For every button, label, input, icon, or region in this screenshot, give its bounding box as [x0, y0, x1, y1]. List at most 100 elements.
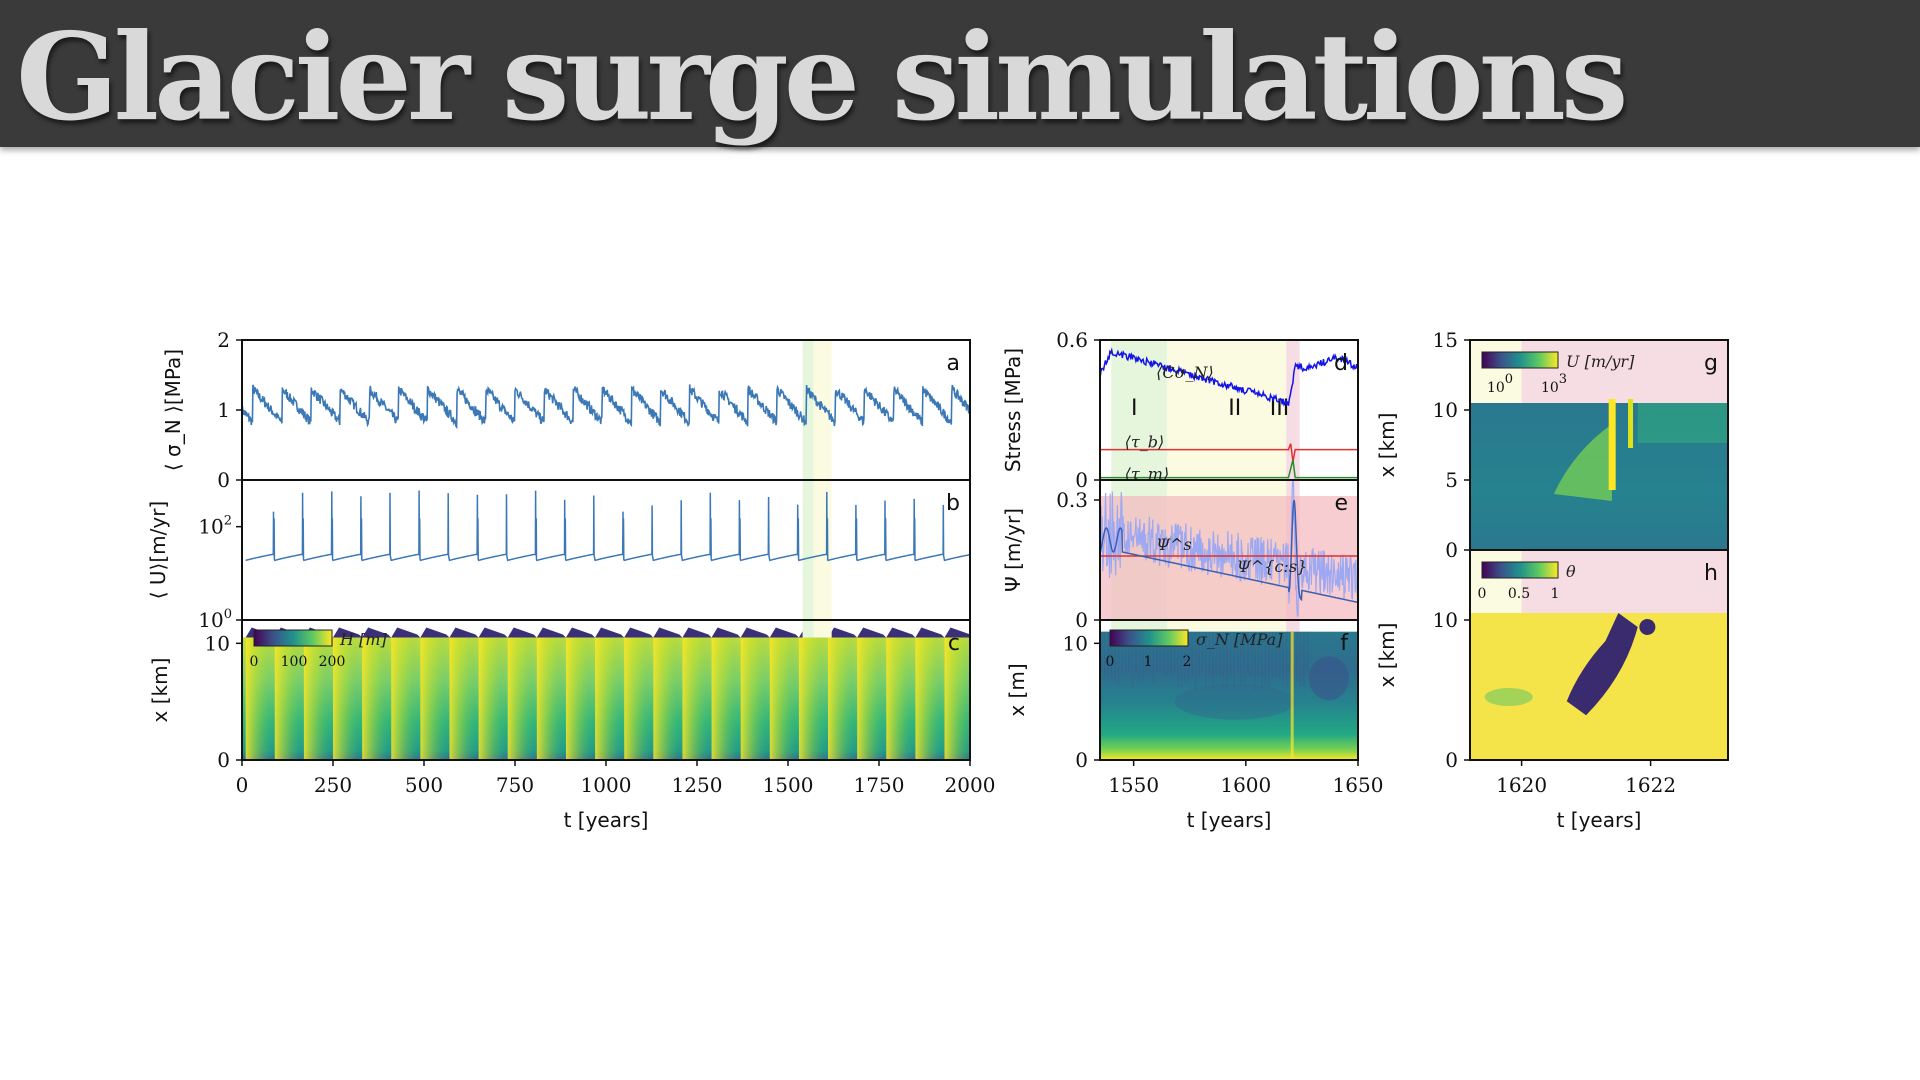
panel-c-stripe: [857, 637, 887, 760]
panel-c-highlight: [802, 620, 814, 638]
panel-e-label: e: [1334, 491, 1348, 516]
panel-f-streak: [1271, 631, 1274, 678]
panel-h-label: h: [1704, 561, 1718, 586]
panel-f-streak: [1275, 631, 1277, 678]
panel-d-label: d: [1334, 351, 1348, 376]
page-title: Glacier surge simulations: [16, 7, 1628, 148]
panel-h-xtick-label: 1622: [1625, 773, 1676, 797]
panel-c-stripe: [653, 637, 683, 760]
panel-c-front: [711, 627, 741, 638]
panel-c-front: [420, 627, 450, 638]
panel-c-front: [740, 627, 770, 638]
panel-a-frame: [241, 339, 971, 481]
panel-f-streak: [1117, 631, 1120, 685]
panel-f-streak: [1107, 631, 1109, 678]
panel-f-streak: [1198, 631, 1200, 677]
panel-c-colorbar-tick: 0: [250, 654, 259, 670]
panel-g-fast-zone: [1637, 403, 1728, 443]
panel-g-colorbar-tick-exp: 3: [1559, 372, 1567, 387]
panel-f-streak: [1201, 631, 1204, 674]
panel-b-frame: [241, 479, 971, 621]
panel-c-stripe: [274, 637, 304, 760]
panel-c-front: [391, 627, 421, 638]
panel-c-stripe: [624, 637, 654, 760]
panel-c-stripe: [303, 637, 333, 760]
panel-g-surge-front: [1608, 399, 1616, 490]
panel-c-stripe: [333, 637, 363, 760]
panel-f-streak: [1145, 631, 1148, 674]
panel-h-colorbar: [1481, 561, 1559, 579]
panel-c-front: [886, 627, 916, 638]
panel-g-ylabel: x [km]: [1375, 413, 1399, 478]
panel-c-stripe: [507, 637, 537, 760]
panel-c-stripe: [944, 637, 970, 760]
panel-f-streak: [1114, 631, 1116, 684]
panel-b-ytick-label-exp: 0: [224, 607, 232, 622]
panel-f-streak: [1299, 631, 1302, 686]
panel-f-low-zone: [1174, 683, 1295, 720]
panel-c-xtick-label: 500: [405, 773, 443, 797]
panel-c-stripe: [595, 637, 625, 760]
panel-c-stripe: [769, 637, 799, 760]
panel-c-front: [362, 627, 392, 638]
panel-f-phase-band: [1286, 620, 1300, 632]
panel-f-xtick-label: 1550: [1108, 773, 1159, 797]
panel-c-front: [478, 627, 508, 638]
panel-f-ytick-label: 10: [1063, 631, 1088, 655]
panel-f-colorbar-tick: 1: [1144, 654, 1153, 670]
panel-f-colorbar: [1109, 629, 1189, 647]
panel-a-label: a: [947, 351, 960, 376]
panel-f-streak: [1247, 631, 1249, 676]
panel-e-label-psics: Ψ^{c:s}: [1237, 557, 1307, 576]
panel-g-colorbar-label: U [m/yr]: [1566, 352, 1635, 371]
panel-c-xlabel: t [years]: [564, 808, 649, 832]
panel-d-series-taum: [1100, 459, 1358, 479]
title-bar: Glacier surge simulations: [0, 0, 1920, 148]
panel-a-ytick-label: 1: [217, 398, 230, 422]
panel-g-ytick-label: 15: [1433, 328, 1458, 352]
panel-c-stripe: [711, 637, 741, 760]
panel-h-ylabel: x [km]: [1375, 623, 1399, 688]
panel-h-dark-region: [1566, 613, 1638, 716]
panel-c-stripe: [886, 637, 916, 760]
panel-f-phase-band: [1111, 620, 1168, 632]
panel-f-streak: [1303, 631, 1305, 687]
panel-f-streak: [1128, 631, 1130, 673]
panel-c-front: [944, 627, 970, 638]
panel-g-colorbar-tick: 100: [1487, 372, 1513, 396]
panel-c-xtick-label: 1750: [854, 773, 905, 797]
panel-b-ylabel: ⟨ U⟩[m/yr]: [146, 501, 170, 600]
panel-f-streak: [1226, 631, 1228, 690]
panel-c-front: [857, 627, 887, 638]
panel-f-streak: [1229, 631, 1232, 678]
panel-c-stripe: [682, 637, 712, 760]
panel-f-low-zone-2: [1308, 656, 1349, 701]
panel-c-front: [449, 627, 479, 638]
panel-c-xtick-label: 250: [314, 773, 352, 797]
panel-b-ytick-label: 100: [198, 607, 232, 632]
panel-b-series-line: [245, 490, 970, 562]
panel-f-streak: [1278, 631, 1281, 681]
panel-e-ylabel: Ψ [m/yr]: [1001, 508, 1025, 592]
panel-c-xtick-label: 2000: [945, 773, 996, 797]
panel-c-stripe: [362, 637, 392, 760]
panel-d-series-taub: [1100, 443, 1358, 462]
panel-f-streak: [1306, 631, 1309, 676]
panel-h-patch: [1484, 688, 1533, 706]
panel-c-colorbar-tick: 100: [281, 654, 308, 670]
panel-f-streak: [1142, 631, 1144, 682]
panel-c-ytick-label: 10: [205, 631, 230, 655]
panel-f-xlabel: t [years]: [1187, 808, 1272, 832]
panel-c-stripe: [828, 637, 858, 760]
panel-b-ytick-label: 102: [198, 514, 232, 539]
panel-a-ytick-label: 2: [217, 328, 230, 352]
panel-f-streak: [1233, 631, 1235, 692]
panel-h-frame: [1469, 549, 1729, 761]
panel-a-ytick-label: 0: [217, 468, 230, 492]
panel-c-stripe: [565, 637, 596, 760]
panel-c-stripe: [740, 637, 770, 760]
panel-f-streak: [1170, 631, 1172, 677]
panel-c-xtick-label: 1250: [672, 773, 723, 797]
panel-g-colorbar-tick-exp: 0: [1505, 372, 1513, 387]
